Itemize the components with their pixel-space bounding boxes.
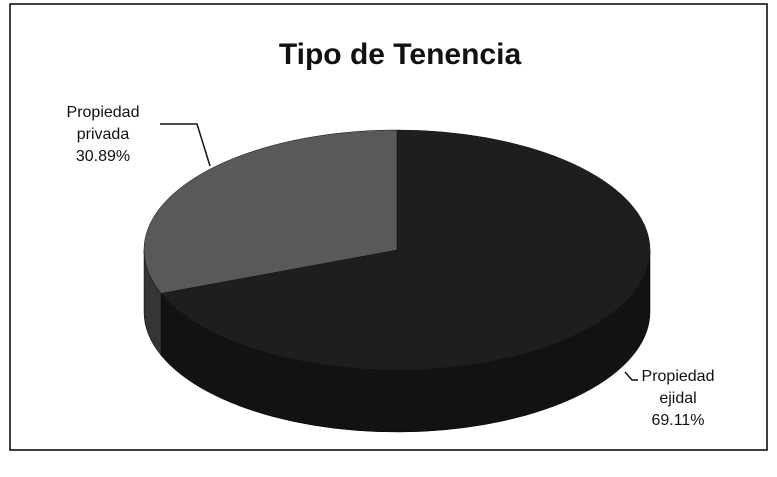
category-label: Propiedad privada xyxy=(66,104,140,143)
pie-slice xyxy=(143,129,398,294)
leader-line xyxy=(160,123,211,167)
leader-line xyxy=(624,371,638,381)
data-label: Propiedad privada 30.89% xyxy=(48,102,158,168)
category-label: Propiedad ejidal xyxy=(641,368,715,407)
data-label: Propiedad ejidal 69.11% xyxy=(628,366,728,432)
value-label: 30.89% xyxy=(75,148,131,165)
chart-title: Tipo de Tenencia xyxy=(279,38,522,71)
pie xyxy=(143,129,651,433)
pie-slice xyxy=(160,129,651,371)
value-label: 69.11% xyxy=(651,412,705,429)
